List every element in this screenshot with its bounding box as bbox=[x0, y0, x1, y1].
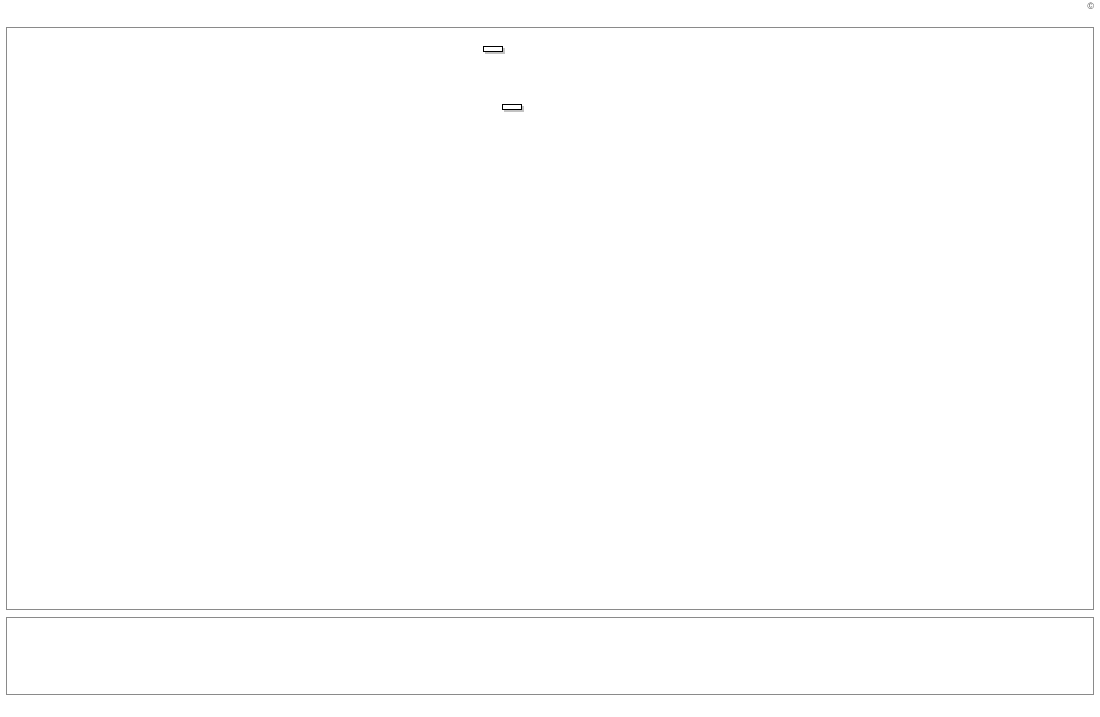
chart-title-box bbox=[483, 46, 503, 52]
indicator-panel[interactable] bbox=[6, 617, 1094, 695]
indicator-plot-area[interactable] bbox=[7, 618, 1093, 694]
indicator-chart-svg bbox=[7, 618, 1093, 694]
updated-date-box bbox=[502, 104, 522, 110]
price-axis bbox=[1041, 28, 1093, 609]
price-chart-svg bbox=[7, 28, 1093, 609]
price-plot-area[interactable] bbox=[7, 28, 1093, 609]
stockcharts-brand: © bbox=[1087, 1, 1094, 11]
main-price-panel[interactable] bbox=[6, 27, 1094, 610]
